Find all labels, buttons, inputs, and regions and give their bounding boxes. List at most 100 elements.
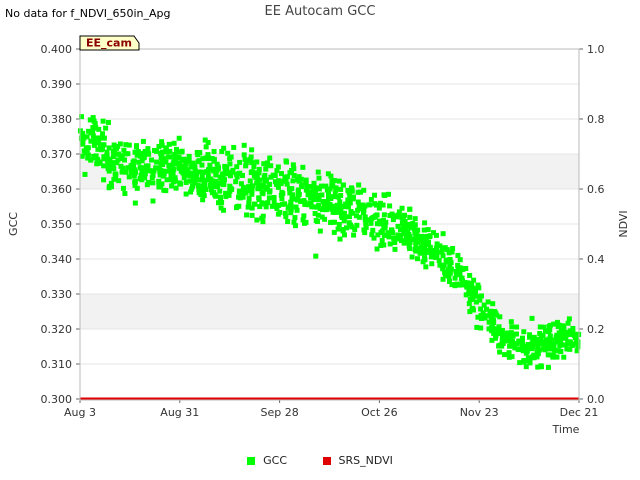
gcc-point	[464, 283, 470, 289]
gcc-point	[426, 249, 432, 255]
gcc-point	[308, 195, 314, 201]
legend-label-srs-ndvi: SRS_NDVI	[338, 454, 393, 467]
gcc-point	[105, 161, 111, 167]
gcc-point	[91, 118, 97, 124]
gcc-point	[558, 348, 564, 354]
gcc-point	[448, 266, 454, 272]
gcc-point	[336, 221, 342, 227]
gcc-point	[361, 207, 367, 213]
gcc-point	[324, 187, 330, 193]
gcc-point	[247, 157, 253, 163]
gcc-point	[331, 229, 337, 235]
gcc-point	[253, 175, 259, 181]
gcc-point	[98, 135, 104, 141]
gcc-point	[167, 148, 173, 154]
gcc-point	[325, 171, 331, 177]
gcc-point	[354, 222, 360, 228]
cam-badge: EE_cam	[79, 35, 140, 51]
gcc-point	[213, 178, 219, 184]
gcc-point	[139, 158, 145, 164]
gcc-point	[172, 151, 178, 157]
gcc-point	[302, 201, 308, 207]
gcc-point	[330, 182, 336, 188]
gcc-point	[180, 163, 186, 169]
gcc-point	[355, 189, 361, 195]
gcc-point	[183, 161, 189, 167]
gcc-point	[220, 178, 226, 184]
gcc-point	[370, 227, 376, 233]
gcc-point	[194, 171, 200, 177]
gcc-point	[295, 187, 301, 193]
y-left-tick-label: 0.380	[41, 113, 73, 126]
gcc-point	[413, 239, 419, 245]
gcc-point	[287, 190, 293, 196]
gcc-point	[319, 214, 325, 220]
gcc-point	[288, 199, 294, 205]
gcc-point	[193, 168, 199, 174]
gcc-point	[381, 192, 387, 198]
gcc-point	[186, 158, 192, 164]
gcc-point	[355, 199, 361, 205]
gcc-point	[240, 190, 246, 196]
gcc-point	[142, 175, 148, 181]
y-left-tick-label: 0.350	[41, 218, 73, 231]
gcc-point	[251, 164, 257, 170]
gcc-point	[371, 235, 377, 241]
gcc-point	[415, 246, 421, 252]
gcc-point	[574, 340, 580, 346]
gcc-point	[101, 177, 107, 183]
gcc-point	[523, 358, 529, 364]
gcc-point	[525, 355, 531, 361]
gcc-point	[457, 257, 463, 263]
gcc-point	[562, 342, 568, 348]
gcc-point	[352, 226, 358, 232]
gcc-point	[119, 169, 125, 175]
gcc-point	[570, 325, 576, 331]
gcc-point	[290, 192, 296, 198]
gcc-point	[509, 338, 515, 344]
gcc-point	[209, 178, 215, 184]
gcc-point	[150, 198, 156, 204]
gcc-point	[131, 163, 137, 169]
gcc-point	[531, 340, 537, 346]
gcc-point	[433, 250, 439, 256]
gcc-point	[118, 156, 124, 162]
gcc-point	[411, 224, 417, 230]
gcc-point	[392, 235, 398, 241]
gcc-point	[332, 191, 338, 197]
gcc-point	[334, 205, 340, 211]
gcc-point	[276, 178, 282, 184]
gcc-point	[110, 148, 116, 154]
gcc-point	[256, 197, 262, 203]
gcc-point	[303, 177, 309, 183]
gcc-point	[249, 205, 255, 211]
gcc-point	[252, 170, 258, 176]
gcc-point	[263, 178, 269, 184]
gcc-point	[156, 165, 162, 171]
right-y-axis: 0.0 0.2 0.4 0.6 0.8 1.0	[579, 43, 605, 406]
gcc-point	[189, 186, 195, 192]
gcc-point	[509, 324, 515, 330]
gcc-point	[345, 187, 351, 193]
gcc-point	[260, 191, 266, 197]
gcc-point	[220, 182, 226, 188]
gcc-point	[287, 203, 293, 209]
gcc-point	[565, 320, 571, 326]
gcc-point	[169, 183, 175, 189]
gcc-point	[492, 335, 498, 341]
gcc-point	[554, 354, 560, 360]
x-tick-label: Aug 31	[160, 406, 199, 419]
gcc-point	[171, 159, 177, 165]
gcc-point	[469, 281, 475, 287]
gcc-point	[312, 189, 318, 195]
gcc-point	[138, 165, 144, 171]
gcc-point	[575, 344, 581, 350]
gcc-point	[439, 263, 445, 269]
gcc-point	[301, 213, 307, 219]
gcc-point	[191, 171, 197, 177]
gcc-point	[115, 143, 121, 149]
gcc-point	[446, 250, 452, 256]
gcc-point	[228, 173, 234, 179]
gcc-point	[310, 184, 316, 190]
gcc-point	[467, 309, 473, 315]
